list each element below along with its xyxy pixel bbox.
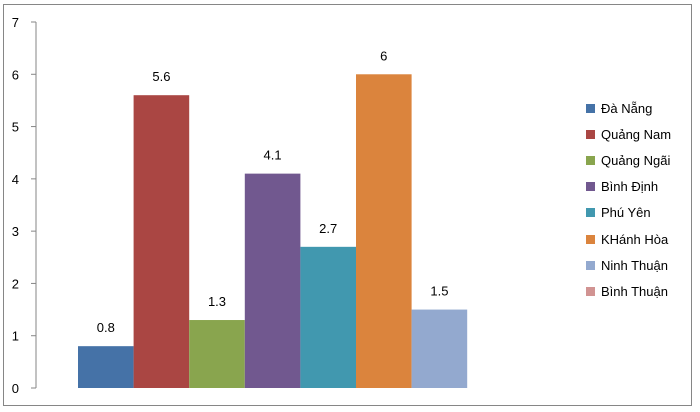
bar-3 xyxy=(244,173,301,388)
bar-0 xyxy=(78,346,134,388)
legend-swatch xyxy=(586,286,595,296)
legend-label: Ninh Thuận xyxy=(601,257,668,273)
legend-item: Quảng Nam xyxy=(586,121,671,147)
chart-frame xyxy=(3,4,692,406)
y-tick-label: 6 xyxy=(12,67,19,82)
legend-swatch xyxy=(586,129,595,139)
legend-swatch xyxy=(586,103,595,113)
legend-item: KHánh Hòa xyxy=(586,226,671,252)
legend-item: Đà Nẵng xyxy=(586,95,671,121)
legend-swatch xyxy=(586,208,595,218)
y-tick-label: 4 xyxy=(12,172,19,187)
legend-item: Bình Định xyxy=(586,174,671,200)
y-tick-label: 5 xyxy=(12,120,19,135)
data-label: 1.5 xyxy=(430,284,448,299)
legend-label: Quảng Nam xyxy=(601,126,672,142)
legend-swatch xyxy=(586,155,595,165)
legend-swatch xyxy=(586,234,595,244)
bar-2 xyxy=(189,320,245,388)
legend-label: Phú Yên xyxy=(601,205,651,221)
legend-label: Đà Nẵng xyxy=(601,100,653,116)
bar-6 xyxy=(411,309,468,388)
bar-1 xyxy=(133,95,190,388)
data-label: 1.3 xyxy=(208,294,226,309)
legend: Đà Nẵng Quảng Nam Quảng Ngãi Bình Định Phú Y… xyxy=(586,95,671,305)
legend-label: KHánh Hòa xyxy=(601,231,669,247)
legend-swatch xyxy=(586,260,595,270)
y-tick-label: 0 xyxy=(12,381,19,396)
legend-label: Bình Định xyxy=(601,179,659,195)
y-tick-label: 7 xyxy=(12,15,19,30)
bar-4 xyxy=(300,246,356,388)
y-tick-label: 1 xyxy=(12,329,19,344)
y-tick-label: 2 xyxy=(12,276,19,291)
data-label: 6 xyxy=(380,48,387,63)
legend-label: Quảng Ngãi xyxy=(601,152,671,168)
data-label: 4.1 xyxy=(264,148,282,163)
data-label: 0.8 xyxy=(97,320,115,335)
legend-swatch xyxy=(586,182,595,192)
legend-item: Phú Yên xyxy=(586,200,671,226)
legend-item: Ninh Thuận xyxy=(586,252,671,278)
bar-5 xyxy=(356,74,412,389)
data-label: 5.6 xyxy=(152,69,170,84)
legend-item: Bình Thuận xyxy=(586,278,671,304)
y-tick-label: 3 xyxy=(12,224,19,239)
data-label: 2.7 xyxy=(319,221,337,236)
legend-label: Bình Thuận xyxy=(601,283,668,299)
legend-item: Quảng Ngãi xyxy=(586,147,671,173)
